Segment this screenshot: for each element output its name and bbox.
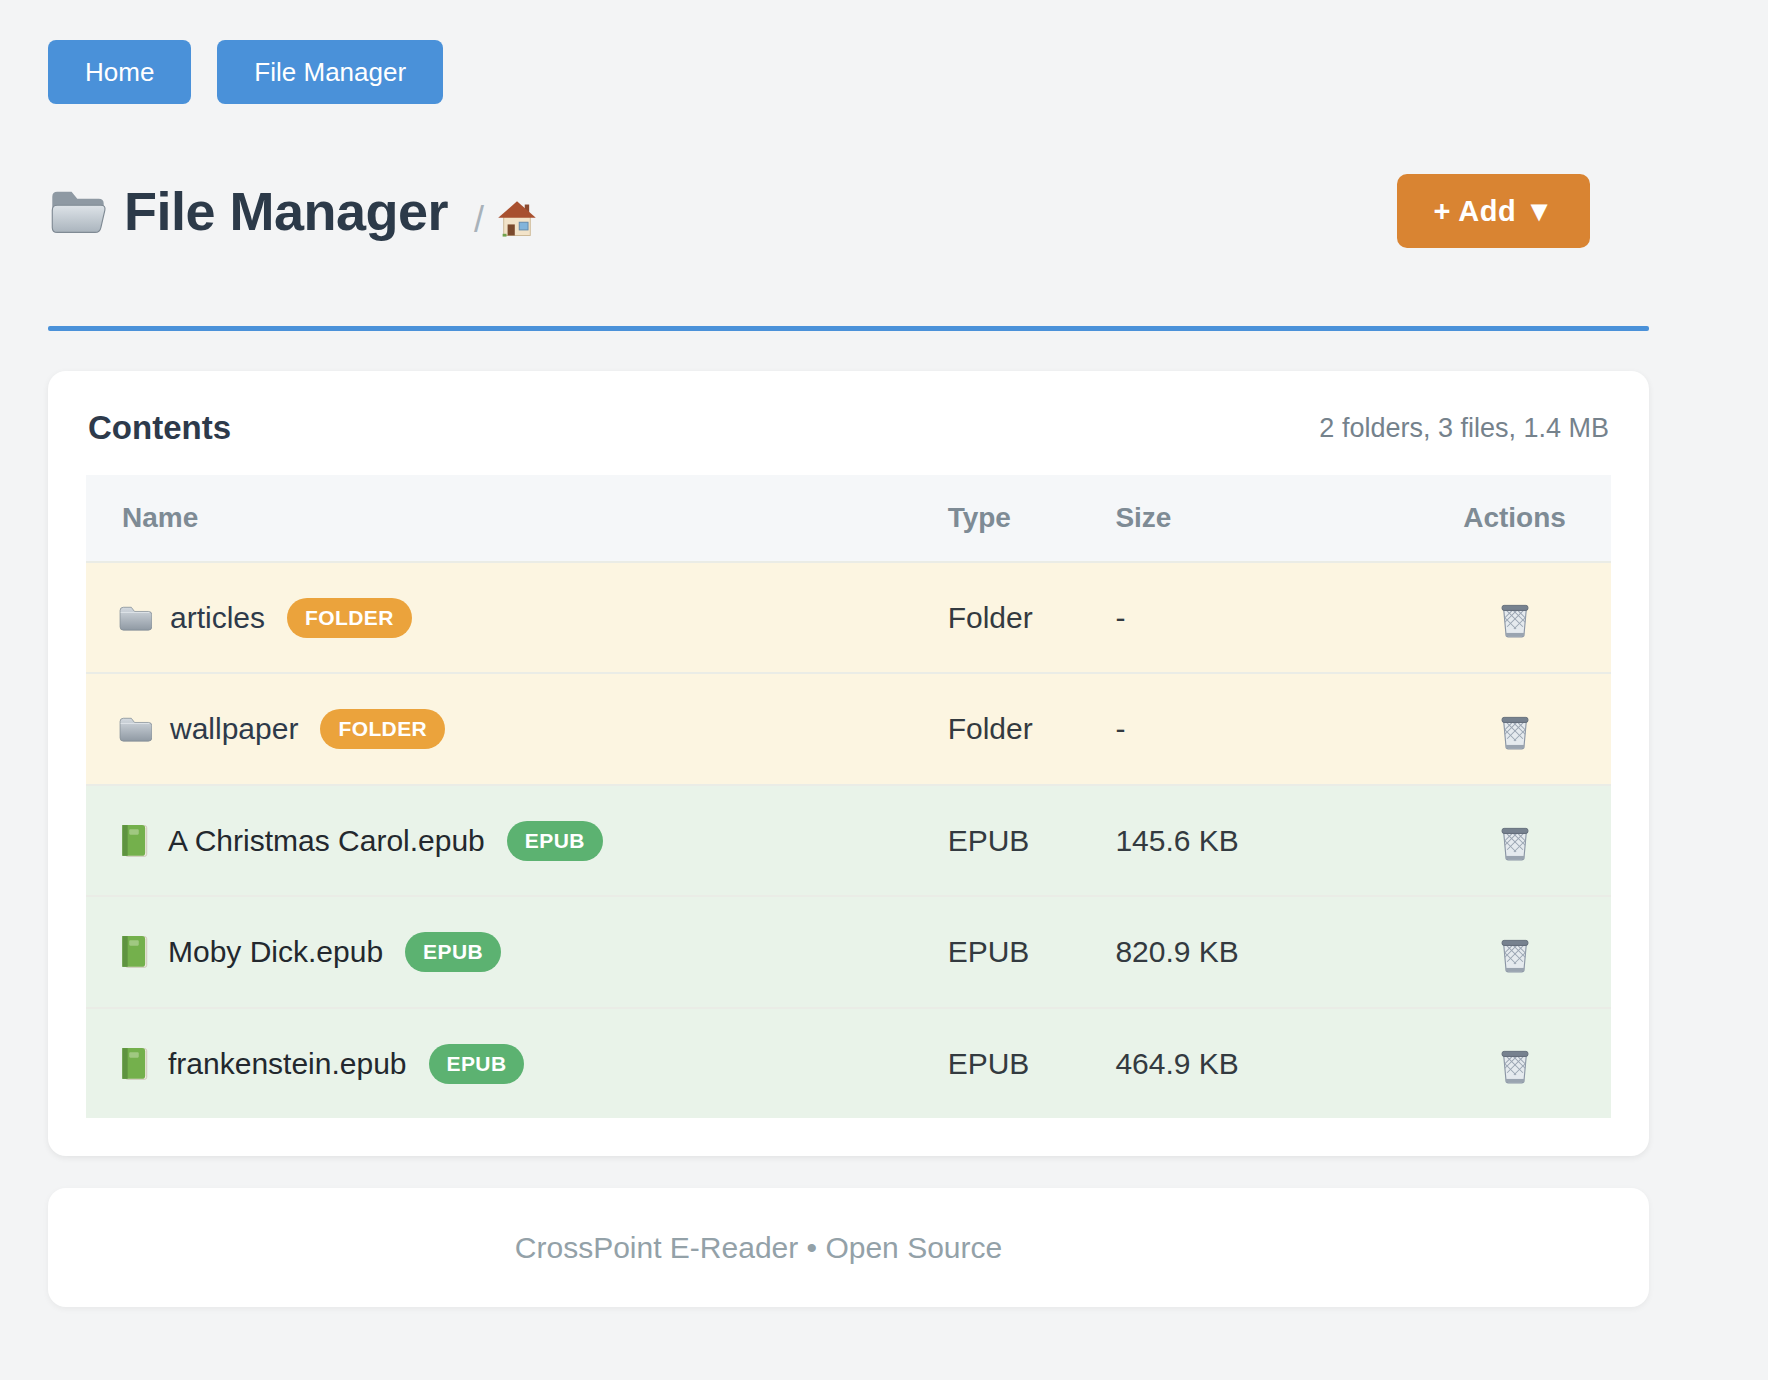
- file-name-link[interactable]: A Christmas Carol.epub: [168, 824, 485, 858]
- page-title: File Manager: [124, 180, 448, 242]
- nav-home-button[interactable]: Home: [48, 40, 191, 104]
- green-book-icon: [118, 934, 150, 970]
- type-badge: EPUB: [429, 1044, 525, 1084]
- file-name-link[interactable]: wallpaper: [170, 712, 298, 746]
- breadcrumb-separator: /: [474, 199, 484, 241]
- nav-file-manager-button[interactable]: File Manager: [217, 40, 443, 104]
- table-header-row: Name Type Size Actions: [86, 475, 1611, 562]
- trash-icon: [1498, 825, 1532, 861]
- table-row: A Christmas Carol.epub EPUB EPUB 145.6 K…: [86, 785, 1611, 896]
- green-book-icon: [118, 1046, 150, 1082]
- type-cell: EPUB: [948, 785, 1116, 896]
- column-header-type: Type: [948, 475, 1116, 562]
- type-badge: EPUB: [405, 932, 501, 972]
- contents-card: Contents 2 folders, 3 files, 1.4 MB Name…: [48, 371, 1649, 1156]
- size-cell: 464.9 KB: [1115, 1008, 1428, 1118]
- trash-icon: [1498, 937, 1532, 973]
- type-cell: EPUB: [948, 1008, 1116, 1118]
- contents-card-header: Contents 2 folders, 3 files, 1.4 MB: [86, 409, 1611, 447]
- folder-icon: [118, 604, 152, 632]
- page-container: Home File Manager File Manager / + Add ▼…: [48, 0, 1649, 1307]
- trash-icon: [1498, 1048, 1532, 1084]
- contents-title: Contents: [88, 409, 231, 447]
- delete-button[interactable]: [1498, 937, 1532, 973]
- type-badge: EPUB: [507, 821, 603, 861]
- breadcrumb: /: [474, 199, 538, 241]
- column-header-size: Size: [1115, 475, 1428, 562]
- trash-icon: [1498, 602, 1532, 638]
- delete-button[interactable]: [1498, 1048, 1532, 1084]
- column-header-name: Name: [86, 475, 948, 562]
- open-folder-icon: [48, 185, 108, 237]
- add-button[interactable]: + Add ▼: [1397, 174, 1590, 248]
- title-group: File Manager /: [48, 180, 538, 242]
- type-badge: FOLDER: [287, 598, 412, 638]
- size-cell: -: [1115, 562, 1428, 673]
- table-row: articles FOLDER Folder -: [86, 562, 1611, 673]
- files-table: Name Type Size Actions articles FOLDER F…: [86, 475, 1611, 1118]
- table-row: frankenstein.epub EPUB EPUB 464.9 KB: [86, 1008, 1611, 1118]
- contents-summary: 2 folders, 3 files, 1.4 MB: [1319, 413, 1609, 444]
- file-name-link[interactable]: Moby Dick.epub: [168, 935, 383, 969]
- trash-icon: [1498, 714, 1532, 750]
- type-cell: Folder: [948, 673, 1116, 784]
- table-row: Moby Dick.epub EPUB EPUB 820.9 KB: [86, 896, 1611, 1007]
- folder-icon: [118, 715, 152, 743]
- size-cell: 145.6 KB: [1115, 785, 1428, 896]
- green-book-icon: [118, 823, 150, 859]
- size-cell: 820.9 KB: [1115, 896, 1428, 1007]
- type-cell: Folder: [948, 562, 1116, 673]
- top-nav: Home File Manager: [48, 40, 1649, 104]
- page-header: File Manager / + Add ▼: [48, 174, 1649, 248]
- table-row: wallpaper FOLDER Folder -: [86, 673, 1611, 784]
- file-name-link[interactable]: frankenstein.epub: [168, 1047, 407, 1081]
- title-divider: [48, 326, 1649, 331]
- footer-text: CrossPoint E-Reader • Open Source: [515, 1231, 1002, 1265]
- type-badge: FOLDER: [320, 709, 445, 749]
- size-cell: -: [1115, 673, 1428, 784]
- footer-card: CrossPoint E-Reader • Open Source: [48, 1188, 1649, 1307]
- file-name-link[interactable]: articles: [170, 601, 265, 635]
- delete-button[interactable]: [1498, 602, 1532, 638]
- house-icon[interactable]: [496, 200, 538, 240]
- delete-button[interactable]: [1498, 714, 1532, 750]
- column-header-actions: Actions: [1428, 475, 1611, 562]
- type-cell: EPUB: [948, 896, 1116, 1007]
- delete-button[interactable]: [1498, 825, 1532, 861]
